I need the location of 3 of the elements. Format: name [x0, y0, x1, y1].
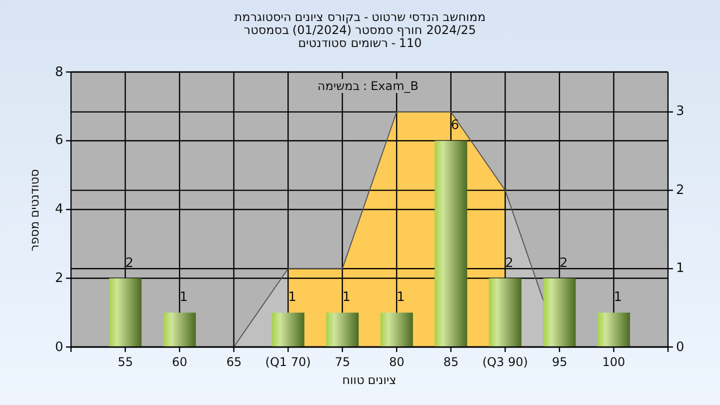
title: היסטוגרמת ציונים בקורס - שרטוט הנדסי ממוחשב [234, 10, 486, 24]
xlabel: טווח ציונים [342, 373, 397, 387]
ylabel: מספר סטודנטים [27, 168, 41, 251]
